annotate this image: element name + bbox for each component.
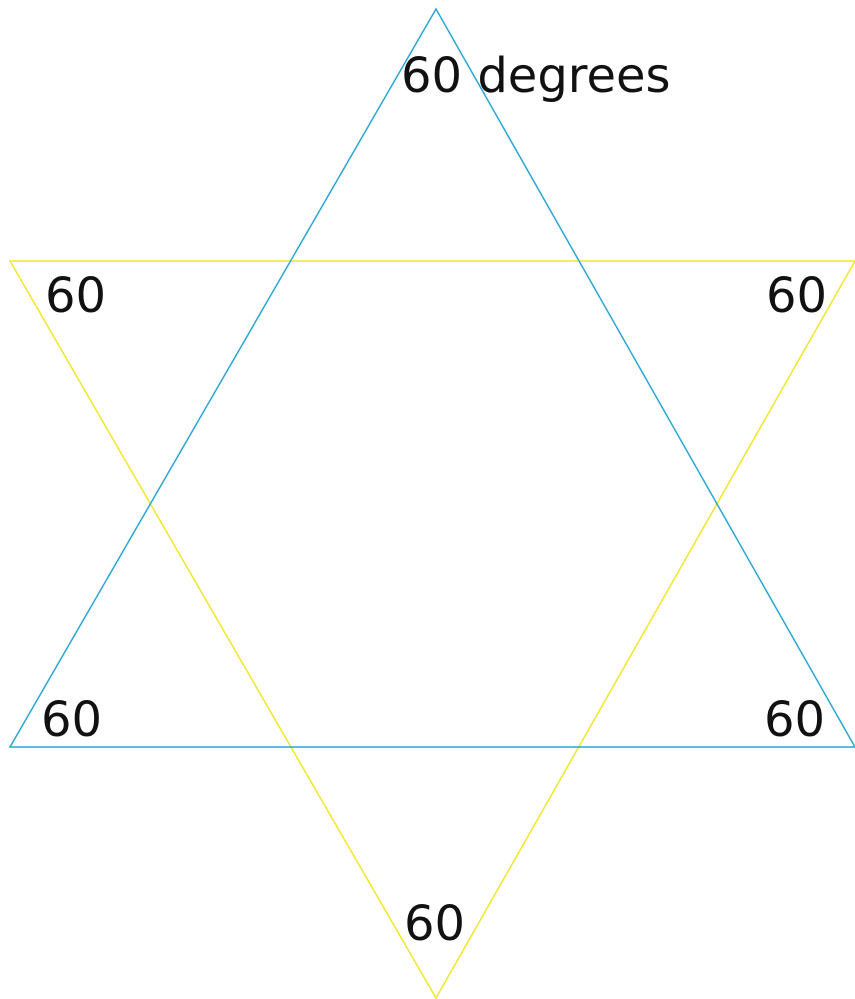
upward-triangle — [8, 7, 855, 748]
upper-left-angle-label: 60 — [45, 268, 106, 324]
upper-right-angle-label: 60 — [766, 268, 827, 324]
lower-left-angle-label: 60 — [41, 692, 102, 748]
lower-right-angle-label: 60 — [764, 692, 825, 748]
downward-triangle — [8, 260, 855, 999]
top-angle-label: 60 degrees — [401, 48, 671, 104]
bottom-angle-label: 60 — [404, 896, 465, 952]
